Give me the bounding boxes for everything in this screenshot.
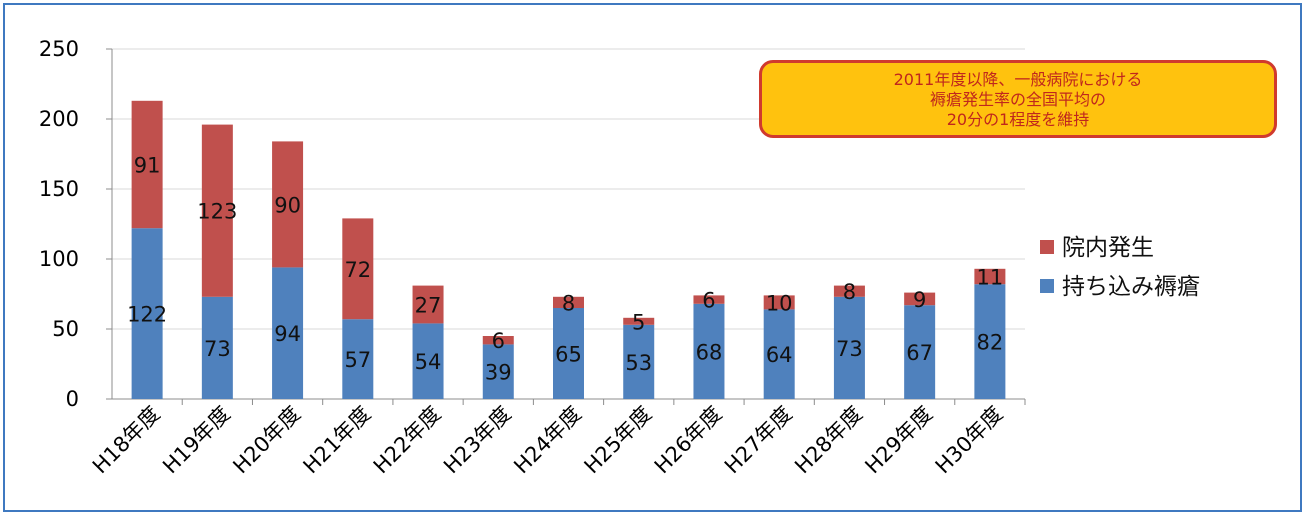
- data-label-bottom: 67: [906, 341, 933, 365]
- x-tick-label: H24年度: [509, 402, 586, 479]
- annotation-line: 褥瘡発生率の全国平均の: [929, 90, 1106, 109]
- bar-top-segment: [763, 295, 795, 310]
- bar-top-segment: [272, 141, 304, 268]
- data-label-bottom: 94: [274, 322, 301, 346]
- bar-top-segment: [623, 317, 655, 325]
- bars: [131, 100, 1006, 399]
- data-label-bottom: 73: [204, 337, 231, 361]
- data-label-bottom: 68: [696, 340, 723, 364]
- bar-bottom-segment: [904, 305, 936, 399]
- data-label-bottom: 65: [555, 343, 582, 367]
- data-label-top: 10: [766, 291, 793, 315]
- data-label-top: 72: [344, 258, 371, 282]
- bar-bottom-segment: [482, 344, 514, 399]
- bar-top-segment: [693, 295, 725, 304]
- legend-swatch: [1040, 240, 1054, 254]
- data-label-bottom: 64: [766, 343, 793, 367]
- x-tick-label: H22年度: [369, 402, 446, 479]
- data-label-top: 5: [632, 310, 645, 334]
- x-tick-label: H18年度: [88, 402, 165, 479]
- data-label-top: 91: [134, 154, 161, 178]
- legend-label: 院内発生: [1062, 235, 1154, 261]
- x-tick-label: H30年度: [931, 402, 1008, 479]
- bar-bottom-segment: [693, 303, 725, 399]
- y-tick-label: 200: [39, 107, 79, 131]
- bar-bottom-segment: [201, 296, 233, 399]
- bar-top-segment: [342, 218, 374, 320]
- data-label-top: 8: [562, 291, 575, 315]
- x-tick-label: H26年度: [650, 402, 727, 479]
- data-label-bottom: 53: [625, 351, 652, 375]
- bar-bottom-segment: [272, 267, 304, 399]
- bar-bottom-segment: [974, 284, 1006, 399]
- y-tick-label: 100: [39, 247, 79, 271]
- x-tick-label: H29年度: [860, 402, 937, 479]
- data-label-bottom: 73: [836, 337, 863, 361]
- y-tick-label: 150: [39, 177, 79, 201]
- annotation-line: 20分の1程度を維持: [946, 110, 1090, 129]
- bar-top-segment: [833, 285, 865, 297]
- y-tick-label: 250: [39, 37, 79, 61]
- x-axis-ticks: H18年度H19年度H20年度H21年度H22年度H23年度H24年度H25年度…: [88, 399, 1026, 479]
- data-label-bottom: 82: [977, 331, 1004, 355]
- data-label-bottom: 57: [344, 348, 371, 372]
- legend-label: 持ち込み褥瘡: [1062, 274, 1200, 300]
- bar-top-segment: [412, 285, 444, 324]
- data-labels: 122 91 73 123 94 90 57 72 54 27 39 6 65 8 53 5 68 6 64 10 73…: [127, 154, 1003, 385]
- bar-top-segment: [904, 292, 936, 306]
- bar-bottom-segment: [342, 319, 374, 399]
- bar-top-segment: [201, 124, 233, 297]
- x-tick-label: H23年度: [439, 402, 516, 479]
- bar-bottom-segment: [623, 324, 655, 399]
- y-tick-label: 50: [52, 317, 79, 341]
- data-label-top: 123: [197, 200, 237, 224]
- data-label-top: 11: [977, 266, 1004, 290]
- y-tick-label: 0: [66, 387, 79, 411]
- y-axis-ticks: 0 50 100 150 200 250: [39, 37, 113, 411]
- x-tick-label: H25年度: [580, 402, 657, 479]
- data-label-bottom: 39: [485, 361, 512, 385]
- data-label-top: 8: [843, 280, 856, 304]
- bar-bottom-segment: [412, 323, 444, 399]
- x-tick-label: H27年度: [720, 402, 797, 479]
- bar-top-segment: [553, 296, 584, 308]
- bar-top-segment: [482, 336, 514, 345]
- data-label-top: 6: [492, 329, 505, 353]
- data-label-bottom: 122: [127, 303, 167, 327]
- data-label-top: 27: [415, 294, 442, 318]
- x-tick-label: H21年度: [299, 402, 376, 479]
- annotation-callout: 2011年度以降、一般病院における 褥瘡発生率の全国平均の 20分の1程度を維持: [759, 60, 1277, 138]
- data-label-bottom: 54: [415, 350, 442, 374]
- bar-bottom-segment: [131, 228, 163, 399]
- bar-bottom-segment: [763, 309, 795, 399]
- gridlines: [112, 48, 1025, 400]
- bar-top-segment: [131, 100, 163, 229]
- data-label-top: 9: [913, 288, 926, 312]
- bar-top-segment: [974, 268, 1006, 285]
- x-tick-label: H19年度: [158, 402, 235, 479]
- legend-swatch: [1040, 279, 1054, 293]
- annotation-line: 2011年度以降、一般病院における: [893, 70, 1143, 89]
- x-tick-label: H20年度: [228, 402, 305, 479]
- bar-bottom-segment: [553, 308, 584, 399]
- data-label-top: 90: [274, 193, 301, 217]
- x-tick-label: H28年度: [790, 402, 867, 479]
- data-label-top: 6: [702, 289, 715, 313]
- bar-bottom-segment: [833, 296, 865, 399]
